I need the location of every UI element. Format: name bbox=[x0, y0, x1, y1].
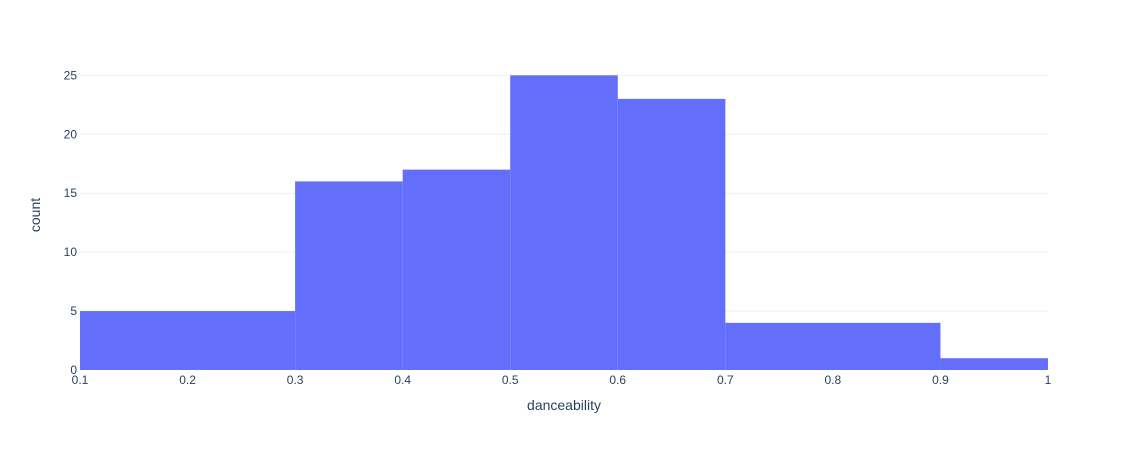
x-tick-label: 0.6 bbox=[609, 373, 626, 387]
histogram-bar bbox=[402, 169, 511, 370]
x-tick-label: 0.8 bbox=[825, 373, 842, 387]
y-tick-label: 5 bbox=[70, 304, 77, 318]
histogram-bar bbox=[80, 311, 296, 370]
x-tick-label: 0.7 bbox=[717, 373, 734, 387]
x-tick-label: 1 bbox=[1045, 373, 1052, 387]
x-tick-label: 0.3 bbox=[287, 373, 304, 387]
y-tick-label: 0 bbox=[70, 363, 77, 377]
histogram-bar bbox=[940, 358, 1048, 370]
x-tick-label: 0.4 bbox=[394, 373, 411, 387]
y-tick-label: 15 bbox=[64, 186, 78, 200]
x-tick-label: 0.9 bbox=[932, 373, 949, 387]
histogram-bar bbox=[295, 181, 403, 370]
bars bbox=[80, 75, 1048, 371]
histogram-bar bbox=[725, 322, 941, 370]
x-axis-title: danceability bbox=[527, 397, 601, 413]
y-tick-label: 20 bbox=[64, 127, 78, 141]
x-tick-label: 0.1 bbox=[72, 373, 89, 387]
y-axis-ticks: 0 5 10 15 20 25 bbox=[64, 68, 78, 377]
y-tick-label: 25 bbox=[64, 68, 78, 82]
y-axis-title: count bbox=[27, 198, 43, 232]
x-axis-ticks: 0.1 0.2 0.3 0.4 0.5 0.6 0.7 0.8 0.9 1 bbox=[72, 373, 1052, 387]
x-tick-label: 0.5 bbox=[502, 373, 519, 387]
y-tick-label: 10 bbox=[64, 245, 78, 259]
histogram-bar bbox=[510, 75, 618, 371]
histogram-bar bbox=[617, 98, 726, 370]
x-tick-label: 0.2 bbox=[179, 373, 196, 387]
